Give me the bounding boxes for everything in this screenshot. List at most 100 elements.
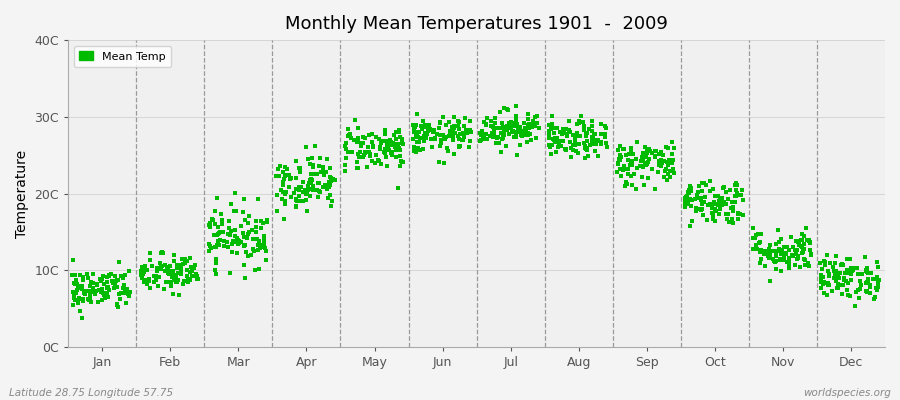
Point bbox=[788, 246, 802, 253]
Point bbox=[652, 162, 667, 168]
Point bbox=[311, 194, 326, 200]
Point bbox=[444, 129, 458, 135]
Point bbox=[761, 245, 776, 252]
Point bbox=[757, 248, 771, 254]
Point bbox=[451, 123, 465, 130]
Point bbox=[665, 151, 680, 157]
Point bbox=[761, 250, 776, 256]
Point bbox=[170, 278, 184, 284]
Point bbox=[759, 248, 773, 254]
Point bbox=[729, 180, 743, 186]
Point bbox=[228, 190, 242, 196]
Point bbox=[303, 192, 318, 199]
Point bbox=[116, 284, 130, 291]
Point bbox=[248, 267, 262, 273]
Point bbox=[392, 129, 406, 136]
Point bbox=[320, 194, 335, 201]
Point bbox=[850, 286, 865, 293]
Point bbox=[642, 156, 656, 162]
Point bbox=[566, 147, 580, 153]
Point bbox=[405, 122, 419, 129]
Point bbox=[585, 122, 599, 129]
Point bbox=[225, 249, 239, 255]
Point bbox=[729, 187, 743, 193]
Point bbox=[802, 237, 816, 244]
Point bbox=[165, 274, 179, 280]
Point bbox=[700, 202, 715, 208]
Point bbox=[689, 207, 704, 214]
Point bbox=[67, 295, 81, 301]
Point bbox=[212, 242, 226, 248]
Point bbox=[386, 140, 400, 146]
Point bbox=[477, 119, 491, 125]
Point bbox=[230, 235, 244, 241]
Point bbox=[94, 278, 108, 284]
Point bbox=[713, 204, 727, 211]
Point bbox=[843, 270, 858, 276]
Point bbox=[407, 124, 421, 131]
Point bbox=[487, 128, 501, 135]
Point bbox=[790, 255, 805, 262]
Point bbox=[338, 162, 353, 168]
Point bbox=[202, 222, 217, 228]
Point bbox=[325, 198, 339, 205]
Point bbox=[139, 279, 153, 285]
Point bbox=[149, 268, 164, 274]
Point bbox=[80, 296, 94, 302]
Point bbox=[315, 184, 329, 190]
Point bbox=[697, 180, 711, 186]
Point bbox=[526, 120, 541, 127]
Point bbox=[310, 179, 325, 186]
Point bbox=[493, 109, 508, 116]
Point bbox=[76, 296, 90, 302]
Point bbox=[838, 270, 852, 276]
Point bbox=[820, 292, 834, 298]
Point bbox=[343, 131, 357, 137]
Point bbox=[771, 238, 786, 245]
Point bbox=[151, 283, 166, 290]
Point bbox=[208, 266, 222, 273]
Point bbox=[822, 271, 836, 277]
Point bbox=[766, 256, 780, 262]
Point bbox=[775, 247, 789, 254]
Point bbox=[240, 253, 255, 259]
Point bbox=[418, 135, 432, 142]
Point bbox=[253, 245, 267, 252]
Point bbox=[716, 185, 730, 192]
Point bbox=[100, 285, 114, 292]
Point bbox=[814, 278, 829, 285]
Point bbox=[827, 270, 842, 276]
Point bbox=[322, 181, 337, 188]
Point bbox=[352, 154, 366, 160]
Point bbox=[111, 277, 125, 283]
Point bbox=[211, 224, 225, 230]
Point bbox=[753, 249, 768, 256]
Point bbox=[303, 186, 318, 192]
Point bbox=[292, 184, 307, 190]
Point bbox=[659, 166, 673, 172]
Point bbox=[830, 285, 844, 292]
Point bbox=[842, 293, 857, 300]
Point bbox=[577, 140, 591, 146]
Point bbox=[354, 143, 368, 149]
Point bbox=[139, 277, 153, 284]
Point bbox=[418, 122, 432, 128]
Point bbox=[258, 257, 273, 264]
Point bbox=[498, 125, 512, 131]
Point bbox=[312, 180, 327, 186]
Point bbox=[757, 250, 771, 257]
Point bbox=[779, 258, 794, 265]
Point bbox=[782, 247, 796, 254]
Point bbox=[803, 240, 817, 246]
Point bbox=[277, 164, 292, 170]
Point bbox=[590, 140, 604, 146]
Point bbox=[641, 159, 655, 166]
Point bbox=[718, 189, 733, 195]
Point bbox=[445, 124, 459, 130]
Point bbox=[543, 144, 557, 150]
Point bbox=[346, 137, 361, 144]
Point bbox=[822, 272, 836, 279]
Point bbox=[338, 168, 352, 174]
Point bbox=[350, 125, 365, 132]
Point bbox=[749, 242, 763, 249]
